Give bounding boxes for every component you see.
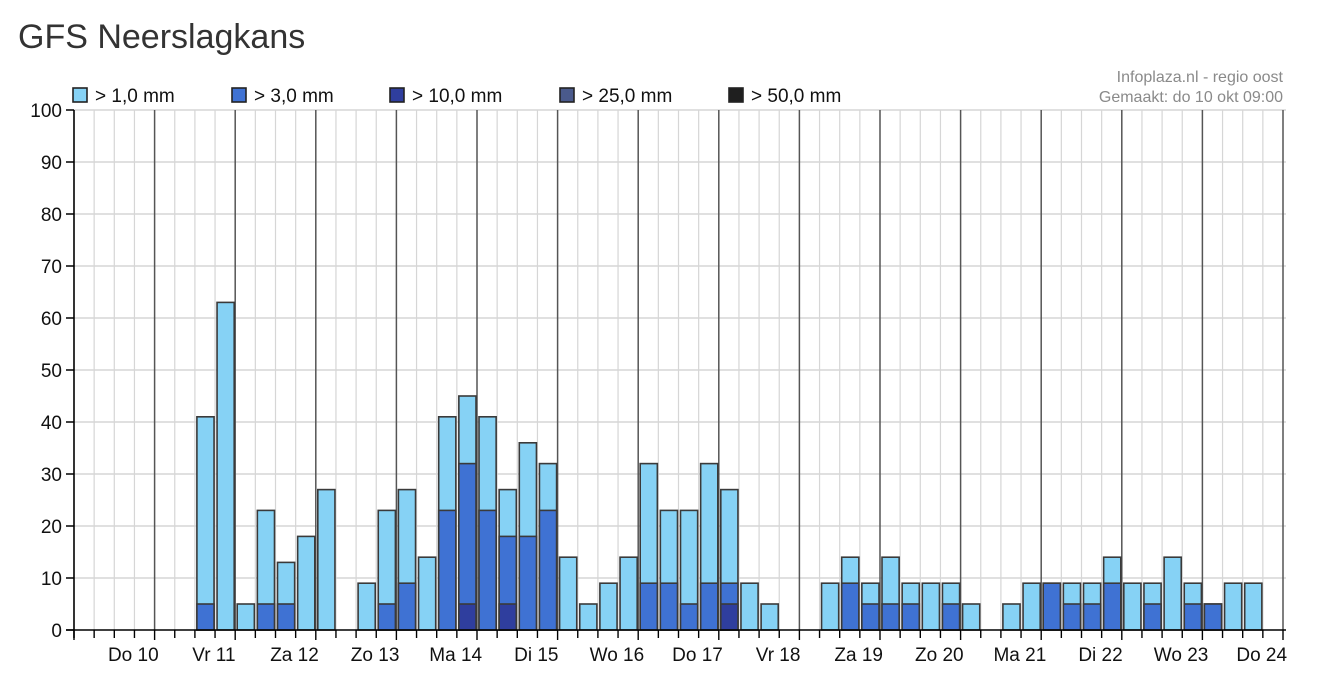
y-tick-label: 70 (41, 257, 62, 278)
bar-3-0-mm-38 (840, 582, 860, 631)
x-day-label: Ma 14 (429, 645, 482, 666)
x-day-label: Vr 18 (756, 645, 801, 666)
bar-1-0-mm-14 (357, 582, 377, 631)
bar-1-0-mm-6 (196, 415, 215, 631)
x-day-label: Zo 20 (915, 645, 964, 666)
bar-3-0-mm-30 (679, 603, 699, 631)
axes: 0 10 20 30 40 50 60 70 80 90 100 Do 10 Vr 11 Za 12 Zo … (30, 101, 1287, 666)
x-day-label: Di 22 (1078, 645, 1122, 666)
bar-3-0-mm-23 (538, 509, 558, 631)
legend-swatch (559, 87, 575, 103)
bar-1-0-mm-42 (921, 582, 941, 631)
legend-swatch (231, 87, 247, 103)
bar-3-0-mm-20 (478, 509, 497, 631)
bar-1-0-mm-54 (1163, 556, 1183, 631)
y-tick-label: 90 (41, 153, 62, 174)
legend-swatch (389, 87, 405, 103)
bar-3-0-mm-28 (639, 582, 659, 631)
bar-3-0-mm-31 (699, 582, 719, 631)
bar-1-0-mm-11 (296, 535, 316, 631)
bar-3-0-mm-29 (659, 582, 679, 631)
x-day-label: Wo 23 (1154, 645, 1209, 666)
page-title: GFS Neerslagkans (18, 18, 306, 56)
bar-3-0-mm-6 (196, 603, 215, 631)
bar-3-0-mm-9 (256, 603, 276, 631)
y-tick-label: 50 (41, 361, 62, 382)
credit-source: Infoplaza.nl - regio oost (1117, 69, 1284, 86)
bar-3-0-mm-41 (901, 603, 921, 631)
bar-3-0-mm-51 (1102, 582, 1122, 631)
bar-3-0-mm-43 (941, 603, 961, 631)
x-day-label: Do 10 (108, 645, 159, 666)
bar-10-0-mm-19 (458, 603, 477, 631)
y-tick-label: 40 (41, 413, 62, 434)
bar-1-0-mm-25 (578, 603, 598, 631)
x-day-label: Za 19 (834, 645, 883, 666)
x-day-label: Zo 13 (351, 645, 400, 666)
legend-swatch (728, 87, 744, 103)
y-tick-label: 30 (41, 465, 62, 486)
bar-3-0-mm-16 (397, 582, 417, 631)
bar-3-0-mm-49 (1062, 603, 1082, 631)
bar-3-0-mm-10 (276, 603, 296, 631)
bar-1-0-mm-44 (961, 603, 981, 631)
x-day-label: Do 24 (1236, 645, 1287, 666)
legend-label: > 10,0 mm (412, 86, 502, 107)
y-tick-label: 20 (41, 517, 62, 538)
bar-3-0-mm-15 (377, 603, 397, 631)
bar-1-0-mm-52 (1123, 582, 1142, 631)
bar-1-0-mm-37 (820, 582, 840, 631)
credit-timestamp: Gemaakt: do 10 okt 09:00 (1099, 89, 1283, 106)
bar-3-0-mm-50 (1082, 603, 1102, 631)
bar-3-0-mm-18 (437, 509, 457, 631)
bar-1-0-mm-8 (236, 603, 256, 631)
x-day-label: Za 12 (270, 645, 319, 666)
legend-label: > 3,0 mm (254, 86, 334, 107)
bar-1-0-mm-12 (316, 488, 336, 631)
bar-3-0-mm-48 (1042, 582, 1062, 631)
bar-10-0-mm-32 (719, 603, 739, 631)
x-day-label: Vr 11 (192, 645, 235, 666)
bar-3-0-mm-39 (861, 603, 880, 631)
bar-1-0-mm-26 (599, 582, 618, 631)
bar-1-0-mm-33 (740, 582, 759, 631)
legend-label: > 25,0 mm (582, 86, 672, 107)
bar-1-0-mm-7 (216, 301, 236, 631)
y-tick-label: 60 (41, 309, 62, 330)
y-tick-label: 100 (30, 101, 62, 122)
x-day-label: Di 15 (514, 645, 558, 666)
bar-1-0-mm-57 (1223, 582, 1243, 631)
bar-3-0-mm-40 (881, 603, 900, 631)
bar-1-0-mm-24 (558, 556, 578, 631)
legend-label: > 1,0 mm (95, 86, 175, 107)
y-tick-label: 80 (41, 205, 62, 226)
legend-swatch (72, 87, 88, 103)
bar-1-0-mm-58 (1243, 582, 1263, 631)
y-tick-label: 10 (41, 569, 62, 590)
bar-3-0-mm-22 (518, 535, 538, 631)
bar-1-0-mm-47 (1022, 582, 1041, 631)
bar-3-0-mm-56 (1203, 603, 1223, 631)
bar-1-0-mm-46 (1002, 603, 1021, 631)
legend-label: > 50,0 mm (751, 86, 841, 107)
x-day-label: Wo 16 (590, 645, 645, 666)
bar-1-0-mm-17 (417, 556, 437, 631)
bar-10-0-mm-21 (498, 603, 518, 631)
bar-1-0-mm-34 (760, 603, 780, 631)
grid (74, 109, 1286, 630)
x-day-label: Ma 21 (993, 645, 1046, 666)
bar-3-0-mm-53 (1143, 603, 1162, 631)
bar-3-0-mm-55 (1183, 603, 1203, 631)
bar-1-0-mm-27 (619, 556, 638, 631)
x-day-label: Do 17 (672, 645, 723, 666)
y-tick-label: 0 (51, 621, 62, 642)
legend: > 1,0 mm > 3,0 mm > 10,0 mm > 25,0 mm > 50,0… (72, 86, 841, 107)
